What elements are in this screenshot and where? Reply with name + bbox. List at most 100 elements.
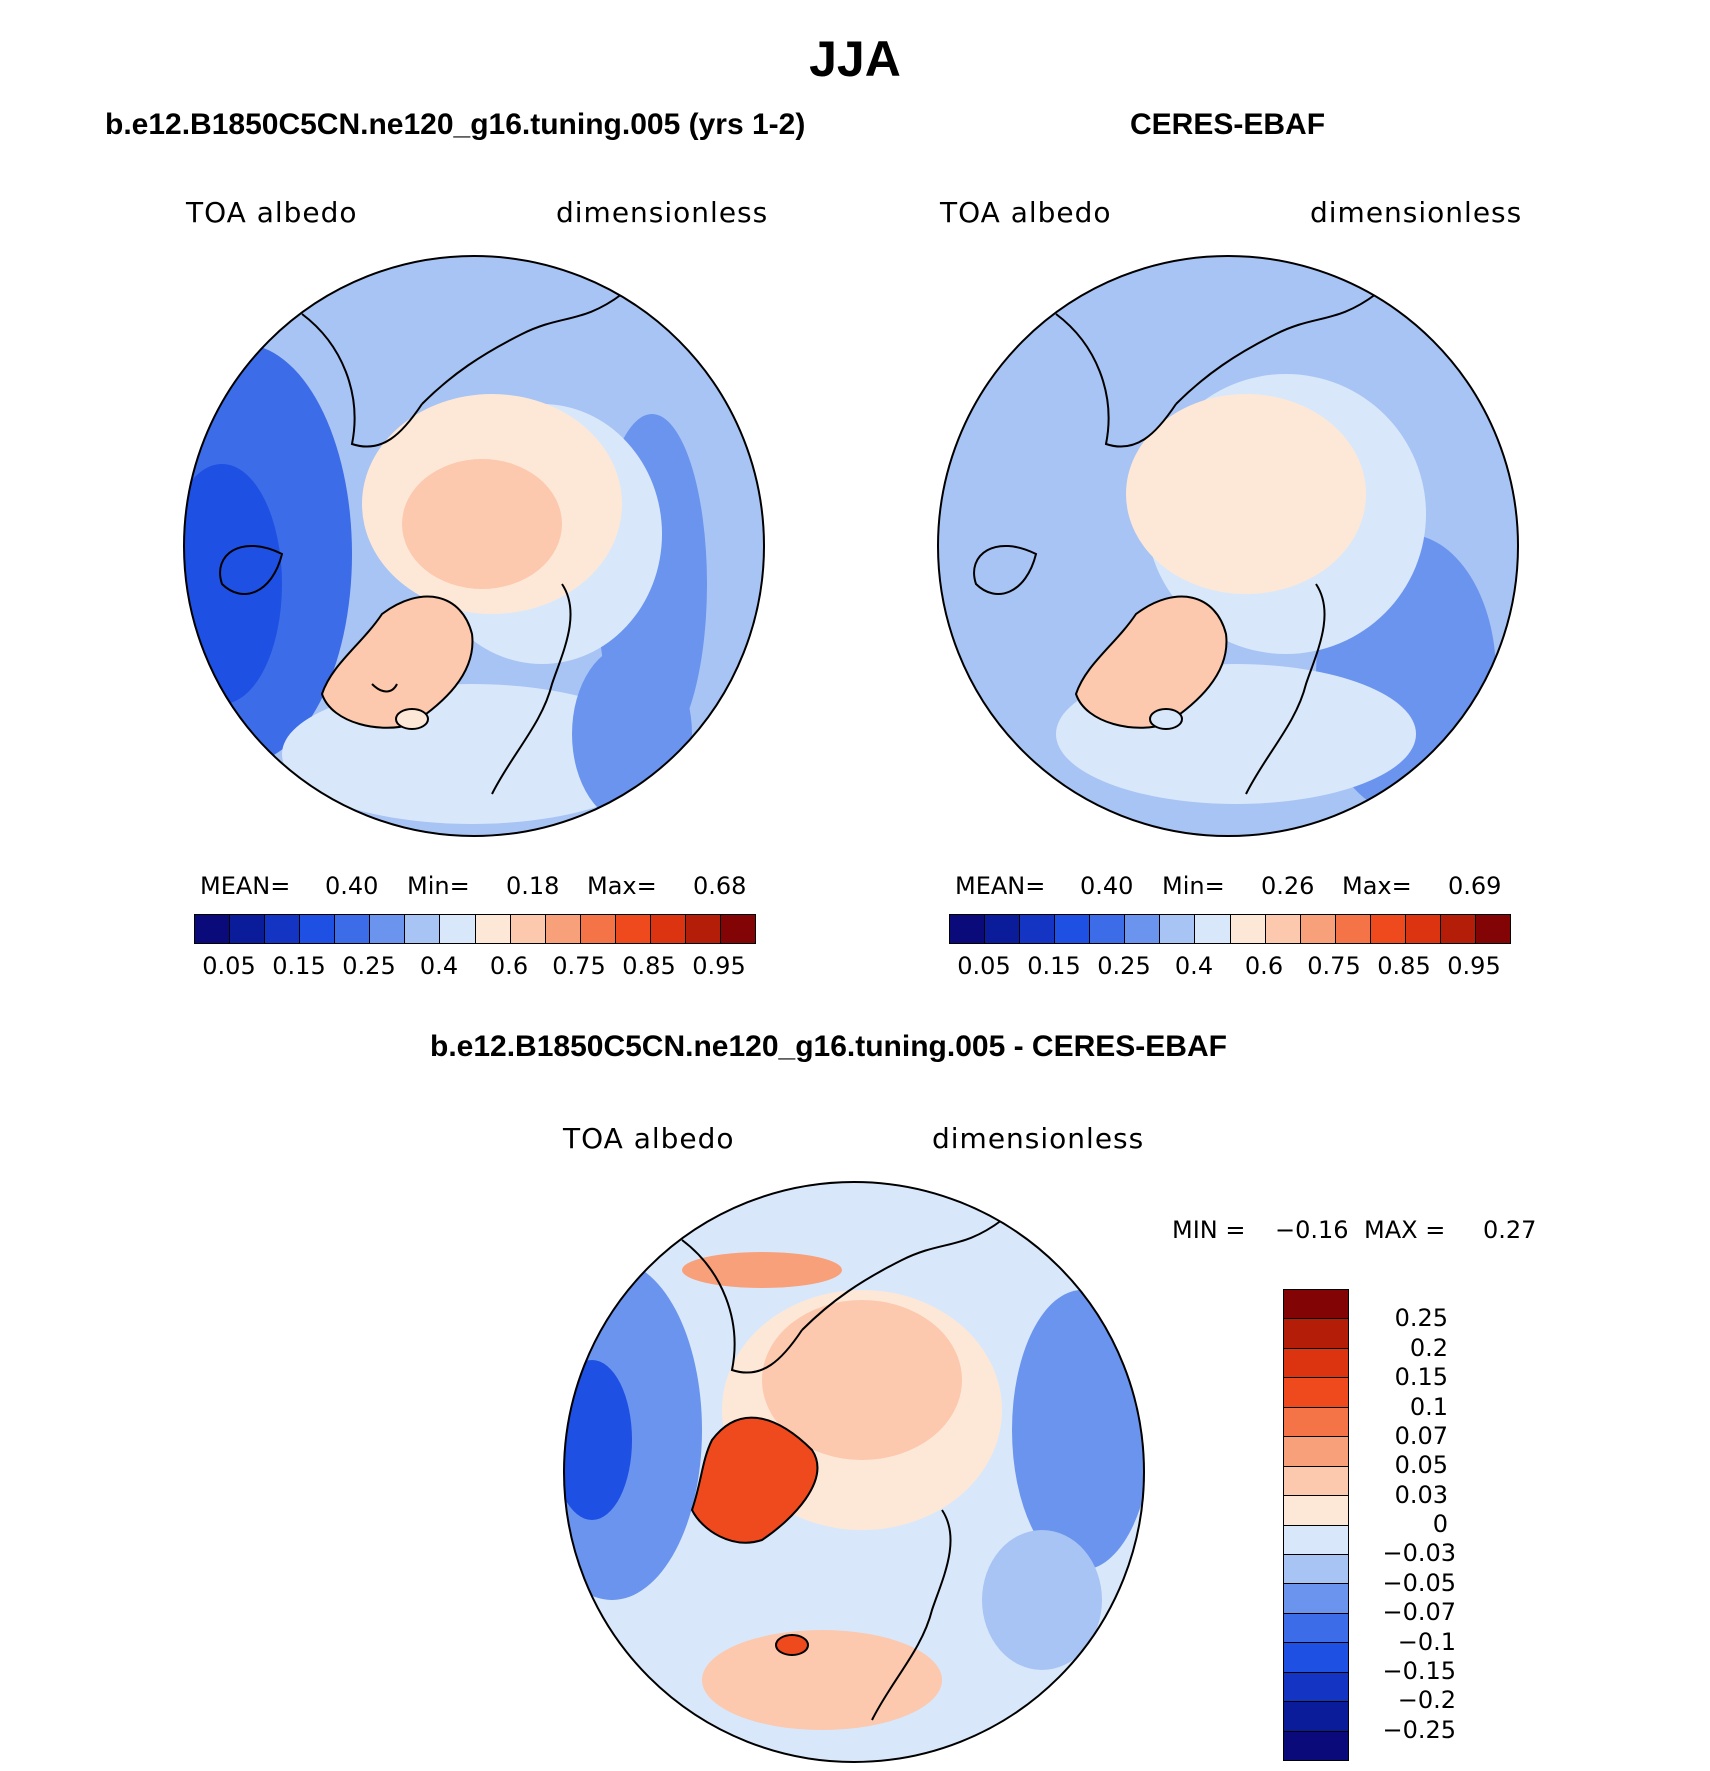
colorbar-diff-tick-label: −0.2 bbox=[1397, 1686, 1456, 1715]
colorbar-model-swatch bbox=[650, 915, 686, 943]
stat-max-diff: 0.27 bbox=[1483, 1216, 1537, 1244]
colorbar-diff-swatch bbox=[1284, 1613, 1348, 1644]
colorbar-obs-tick-label: 0.85 bbox=[1377, 952, 1431, 980]
colorbar-obs-tick-label: 0.75 bbox=[1307, 952, 1361, 980]
colorbar-model-swatch bbox=[720, 915, 755, 943]
colorbar-obs-tick-label: 0.15 bbox=[1027, 952, 1081, 980]
panel-title-diff: b.e12.B1850C5CN.ne120_g16.tuning.005 - C… bbox=[430, 1030, 1227, 1063]
colorbar-model-swatch bbox=[510, 915, 546, 943]
colorbar-obs-swatch bbox=[1125, 915, 1161, 943]
colorbar-ticks-obs: 0.05 0.15 0.25 0.4 0.6 0.75 0.85 0.95 bbox=[949, 952, 1509, 982]
colorbar-obs-tick-label: 0.95 bbox=[1447, 952, 1501, 980]
panel-title-obs: CERES-EBAF bbox=[1130, 108, 1326, 141]
stat-min-label-diff: MIN = bbox=[1172, 1216, 1246, 1244]
stat-min-diff: −0.16 bbox=[1275, 1216, 1349, 1244]
colorbar-diff-tick-label: −0.25 bbox=[1382, 1715, 1456, 1744]
colorbar-obs-swatch bbox=[1195, 915, 1231, 943]
colorbar-ticks-diff: 0.25 0.2 0.15 0.1 0.07 0.05 0.03 0 −0.03 −0.05 −0.… bbox=[1356, 1289, 1496, 1759]
colorbar-model-swatch bbox=[440, 915, 476, 943]
panel-title-model: b.e12.B1850C5CN.ne120_g16.tuning.005 (yr… bbox=[105, 108, 806, 141]
colorbar-model-tick-label: 0.85 bbox=[622, 952, 676, 980]
colorbar-diff-swatch bbox=[1284, 1437, 1348, 1467]
colorbar-model-tick-label: 0.95 bbox=[692, 952, 746, 980]
stat-min-model: 0.18 bbox=[506, 872, 560, 900]
units-label-diff: dimensionless bbox=[932, 1122, 1145, 1155]
polar-map-obs bbox=[937, 255, 1519, 837]
colorbar-obs-swatch bbox=[1335, 915, 1371, 943]
colorbar-diff-tick-label: −0.05 bbox=[1382, 1568, 1456, 1597]
colorbar-diff-tick-label: 0.07 bbox=[1394, 1421, 1448, 1450]
colorbar-diff-swatch bbox=[1284, 1672, 1348, 1703]
colorbar-diff-swatch bbox=[1284, 1319, 1348, 1349]
units-label-model: dimensionless bbox=[556, 196, 769, 229]
colorbar-obs bbox=[949, 914, 1511, 944]
colorbar-diff-tick-label: −0.03 bbox=[1382, 1539, 1456, 1568]
stat-max-label-model: Max= bbox=[587, 872, 657, 900]
colorbar-obs-swatch bbox=[1370, 915, 1406, 943]
colorbar-model-tick-label: 0.4 bbox=[419, 952, 459, 980]
colorbar-obs-swatch bbox=[1405, 915, 1441, 943]
stat-mean-label-model: MEAN= bbox=[200, 872, 291, 900]
colorbar-diff-tick-label: 0 bbox=[1432, 1510, 1448, 1538]
colorbar-model-swatch bbox=[475, 915, 511, 943]
stat-max-obs: 0.69 bbox=[1448, 872, 1502, 900]
colorbar-obs-swatch bbox=[985, 915, 1021, 943]
polar-map-diff bbox=[563, 1181, 1145, 1763]
variable-label-model: TOA albedo bbox=[186, 196, 358, 229]
colorbar-diff-swatch bbox=[1284, 1348, 1348, 1379]
colorbar-diff-tick-label: 0.1 bbox=[1409, 1392, 1448, 1421]
colorbar-obs-tick-label: 0.6 bbox=[1244, 952, 1284, 980]
variable-label-diff: TOA albedo bbox=[563, 1122, 735, 1155]
colorbar-obs-swatch bbox=[1090, 915, 1126, 943]
colorbar-model-swatch bbox=[265, 915, 301, 943]
colorbar-diff bbox=[1283, 1289, 1349, 1761]
colorbar-diff-swatch bbox=[1284, 1525, 1348, 1555]
colorbar-obs-swatch bbox=[1055, 915, 1091, 943]
colorbar-diff-tick-label: 0.2 bbox=[1409, 1333, 1448, 1362]
colorbar-obs-tick-label: 0.25 bbox=[1097, 952, 1151, 980]
colorbar-diff-swatch bbox=[1284, 1702, 1348, 1732]
colorbar-diff-tick-label: 0.03 bbox=[1394, 1480, 1448, 1509]
colorbar-diff-tick-label: −0.1 bbox=[1397, 1627, 1456, 1656]
units-label-obs: dimensionless bbox=[1310, 196, 1523, 229]
colorbar-model-tick-label: 0.25 bbox=[342, 952, 396, 980]
colorbar-diff-tick-label: 0.05 bbox=[1394, 1451, 1448, 1480]
stat-mean-label-obs: MEAN= bbox=[955, 872, 1046, 900]
main-title: JJA bbox=[809, 31, 901, 87]
colorbar-model-tick-label: 0.05 bbox=[202, 952, 256, 980]
colorbar-obs-swatch bbox=[1160, 915, 1196, 943]
stat-min-label-obs: Min= bbox=[1162, 872, 1225, 900]
colorbar-model-swatch bbox=[335, 915, 371, 943]
colorbar-diff-swatch bbox=[1284, 1554, 1348, 1585]
colorbar-diff-swatch bbox=[1284, 1407, 1348, 1438]
stat-max-model: 0.68 bbox=[693, 872, 747, 900]
colorbar-diff-swatch bbox=[1284, 1584, 1348, 1614]
stat-max-label-obs: Max= bbox=[1342, 872, 1412, 900]
stat-mean-model: 0.40 bbox=[325, 872, 379, 900]
colorbar-diff-swatch bbox=[1284, 1290, 1348, 1320]
stat-mean-obs: 0.40 bbox=[1080, 872, 1134, 900]
polar-map-model bbox=[183, 255, 765, 837]
colorbar-model-swatch bbox=[685, 915, 721, 943]
colorbar-obs-swatch bbox=[1440, 915, 1476, 943]
colorbar-diff-tick-label: 0.15 bbox=[1394, 1363, 1448, 1392]
colorbar-model-swatch bbox=[405, 915, 441, 943]
colorbar-obs-swatch bbox=[1230, 915, 1266, 943]
colorbar-model-swatch bbox=[230, 915, 266, 943]
colorbar-diff-tick-label: 0.25 bbox=[1394, 1304, 1448, 1333]
stat-max-label-diff: MAX = bbox=[1364, 1216, 1446, 1244]
colorbar-model-tick-label: 0.75 bbox=[552, 952, 606, 980]
colorbar-diff-swatch bbox=[1284, 1643, 1348, 1673]
colorbar-diff-swatch bbox=[1284, 1466, 1348, 1497]
colorbar-ticks-model: 0.05 0.15 0.25 0.4 0.6 0.75 0.85 0.95 bbox=[194, 952, 754, 982]
colorbar-diff-swatch bbox=[1284, 1731, 1348, 1760]
colorbar-model-swatch bbox=[580, 915, 616, 943]
colorbar-diff-tick-label: −0.15 bbox=[1382, 1656, 1456, 1685]
colorbar-obs-swatch bbox=[1475, 915, 1510, 943]
colorbar-obs-swatch bbox=[1265, 915, 1301, 943]
colorbar-obs-swatch bbox=[1300, 915, 1336, 943]
colorbar-model-swatch bbox=[300, 915, 336, 943]
colorbar-model-swatch bbox=[195, 915, 231, 943]
colorbar-obs-tick-label: 0.4 bbox=[1174, 952, 1214, 980]
colorbar-obs-swatch bbox=[950, 915, 986, 943]
